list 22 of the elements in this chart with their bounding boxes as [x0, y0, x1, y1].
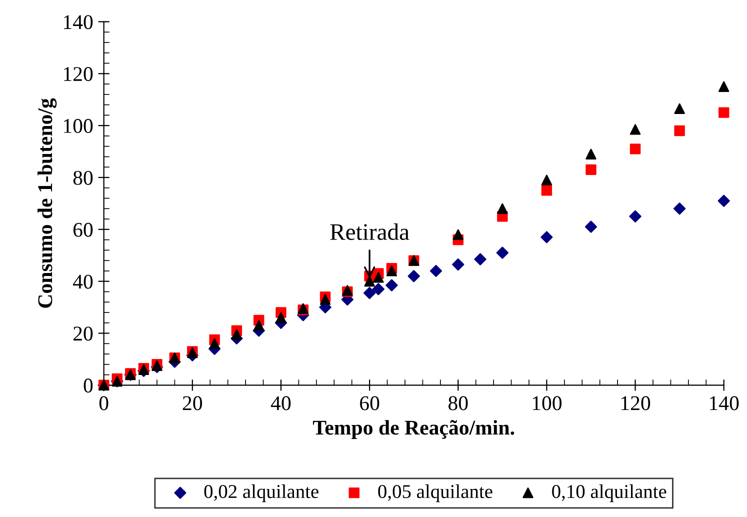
x-tick-label: 0 — [99, 396, 108, 410]
x-tick-label: 60 — [360, 396, 380, 410]
y-tick-label: 120 — [64, 67, 93, 82]
x-tick-label: 100 — [532, 396, 562, 410]
x-axis-title: Tempo de Reação/min. — [312, 420, 514, 439]
y-tick-label: 140 — [64, 15, 93, 30]
legend-label: 0,10 alquilante — [552, 484, 666, 502]
x-tick-label: 140 — [710, 396, 739, 410]
x-tick-label: 20 — [182, 396, 202, 410]
x-tick-label: 80 — [448, 396, 468, 410]
y-tick-label: 100 — [64, 118, 93, 133]
x-tick-label: 40 — [270, 396, 291, 410]
y-axis-title: Consumo de 1-buteno/g — [38, 98, 57, 308]
y-tick-label: 20 — [74, 326, 93, 341]
y-tick-label: 80 — [73, 170, 93, 185]
legend-label: 0,02 alquilante — [204, 484, 318, 502]
legend-label: 0,05 alquilante — [378, 484, 492, 502]
y-tick-label: 60 — [73, 222, 93, 237]
annotation: Retirada — [330, 223, 410, 240]
y-tick-label: 0 — [84, 378, 93, 393]
x-tick-label: 120 — [621, 396, 650, 410]
y-tick-label: 40 — [72, 274, 93, 289]
